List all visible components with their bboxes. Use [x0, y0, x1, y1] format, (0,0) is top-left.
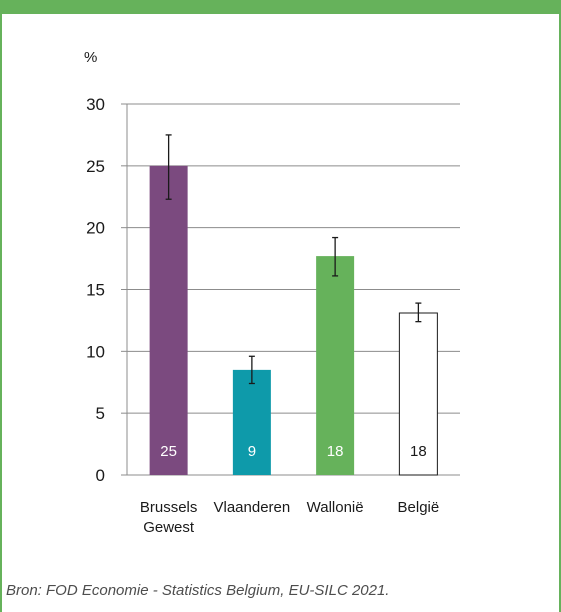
data-label: 18 — [327, 443, 344, 460]
bar-chart: 0 5 10 15 20 25 30% 25 Brussels Gewest 9 Vlaanderen… — [84, 49, 460, 536]
data-label: 25 — [160, 443, 177, 460]
y-tick-label: 20 — [86, 219, 105, 238]
data-label: 9 — [248, 443, 256, 460]
bar — [232, 369, 271, 475]
source-note: Bron: FOD Economie - Statistics Belgium,… — [6, 582, 390, 599]
labels: 0 5 10 15 20 25 30% 25 Brussels Gewest 9 Vlaanderen… — [84, 49, 439, 536]
bar — [398, 312, 438, 476]
category-label: België — [398, 499, 440, 516]
category-label: Vlaanderen — [214, 499, 291, 516]
y-tick-label: 30 — [86, 95, 105, 114]
category-label: Gewest — [143, 519, 195, 536]
category-label: Brussels — [140, 499, 198, 516]
data-label: 18 — [410, 443, 427, 460]
y-tick-label: 25 — [86, 157, 105, 176]
bars — [149, 165, 438, 476]
y-tick-label: 5 — [96, 404, 105, 423]
bar — [149, 165, 188, 476]
y-tick-label: 10 — [86, 342, 105, 361]
y-tick-label: 0 — [96, 466, 105, 485]
y-tick-label: 15 — [86, 281, 105, 300]
y-axis-unit-label: % — [84, 49, 97, 66]
bar — [316, 256, 355, 475]
top-accent-bar — [0, 0, 561, 14]
error-bars — [165, 134, 422, 385]
category-label: Wallonië — [307, 499, 364, 516]
